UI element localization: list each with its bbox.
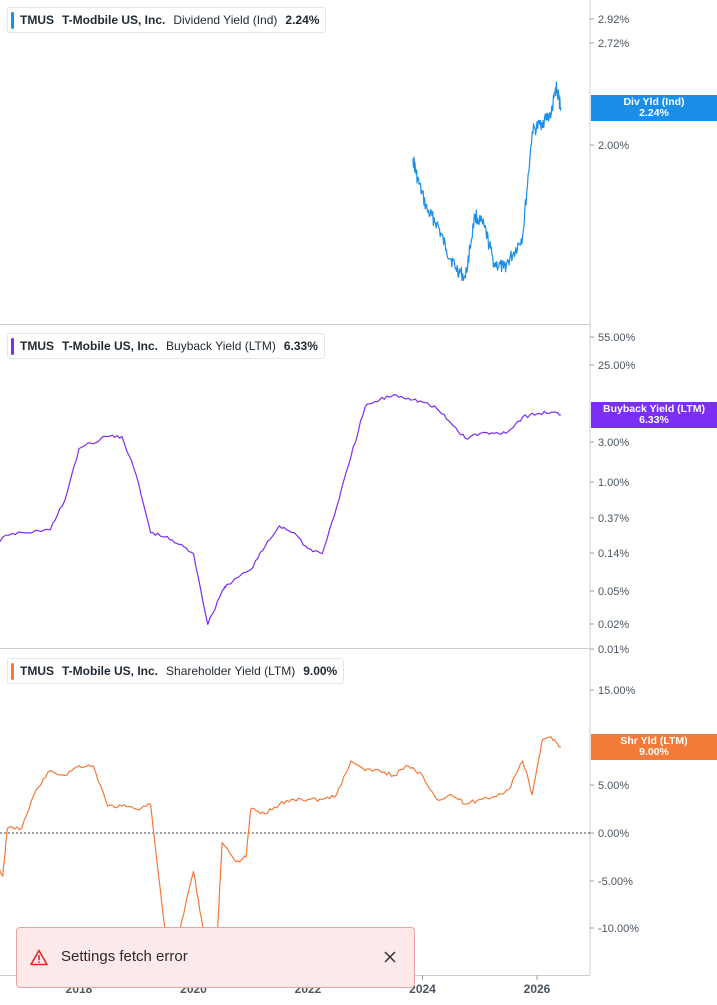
legend-company: T-Mobile US, Inc. bbox=[62, 664, 159, 678]
series-line-2 bbox=[0, 736, 562, 935]
badge-value: 2.24% bbox=[639, 107, 669, 119]
y-tick-label: 2.72% bbox=[598, 38, 629, 50]
y-tick-label: 1.00% bbox=[598, 477, 629, 489]
y-tick-label: 25.00% bbox=[598, 360, 636, 372]
legend-value: 2.24% bbox=[285, 13, 320, 27]
y-tick-label: 0.14% bbox=[598, 548, 629, 560]
buyback-value-badge: Buyback Yield (LTM) 6.33% bbox=[591, 402, 717, 428]
legend-value: 6.33% bbox=[283, 339, 318, 353]
legend-ticker: TMUS bbox=[20, 664, 54, 678]
badge-label: Buyback Yield (LTM) bbox=[603, 402, 705, 415]
y-tick-label: 3.00% bbox=[598, 437, 629, 449]
error-toast: Settings fetch error bbox=[16, 927, 415, 988]
badge-value: 6.33% bbox=[639, 414, 669, 426]
series-line-0 bbox=[412, 81, 562, 282]
y-tick-label: 0.02% bbox=[598, 619, 629, 631]
dividend-swatch bbox=[11, 12, 14, 29]
y-tick-label: 0.37% bbox=[598, 513, 629, 525]
y-tick-label: -5.00% bbox=[598, 876, 633, 888]
chart-frame bbox=[0, 0, 591, 976]
warning-icon bbox=[30, 949, 48, 971]
shareholder-swatch bbox=[11, 663, 14, 680]
legend-shareholder-yield: TMUS T-Mobile US, Inc. Shareholder Yield… bbox=[7, 658, 345, 684]
legend-value: 9.00% bbox=[303, 664, 338, 678]
y-tick-label: 0.01% bbox=[598, 644, 629, 656]
buyback-swatch bbox=[11, 338, 14, 355]
y-tick-label: 0.00% bbox=[598, 828, 629, 840]
legend-company: T-Mobile US, Inc. bbox=[62, 339, 159, 353]
series-line-1 bbox=[0, 394, 561, 625]
legend-dividend-yield: TMUS T-Modbile US, Inc. Dividend Yield (… bbox=[7, 7, 327, 33]
badge-label: Shr Yld (LTM) bbox=[620, 734, 688, 747]
legend-buyback-yield: TMUS T-Mobile US, Inc. Buyback Yield (LT… bbox=[7, 333, 325, 359]
shareholder-value-badge: Shr Yld (LTM) 9.00% bbox=[591, 734, 717, 760]
legend-ticker: TMUS bbox=[20, 13, 54, 27]
dividend-value-badge: Div Yld (Ind) 2.24% bbox=[591, 95, 717, 121]
y-axis-ticks: 2.92% 2.72% 2.00% 55.00% 25.00% 3.00% 1.00% 0.3… bbox=[590, 14, 639, 935]
legend-metric: Dividend Yield (Ind) bbox=[173, 13, 278, 27]
y-tick-label: 2.00% bbox=[598, 140, 629, 152]
legend-company: T-Modbile US, Inc. bbox=[62, 13, 166, 27]
badge-label: Div Yld (Ind) bbox=[623, 95, 685, 108]
y-tick-label: 2.92% bbox=[598, 14, 629, 26]
legend-ticker: TMUS bbox=[20, 339, 54, 353]
y-tick-label: 0.05% bbox=[598, 586, 629, 598]
toast-message: Settings fetch error bbox=[61, 948, 188, 965]
legend-metric: Shareholder Yield (LTM) bbox=[166, 664, 296, 678]
x-tick-label: 2026 bbox=[524, 982, 551, 996]
series-layer bbox=[0, 81, 562, 935]
y-tick-label: 5.00% bbox=[598, 780, 629, 792]
x-tick-label: 2024 bbox=[409, 982, 436, 996]
close-icon[interactable] bbox=[379, 946, 401, 968]
badge-value: 9.00% bbox=[639, 746, 669, 758]
y-tick-label: -10.00% bbox=[598, 923, 639, 935]
y-tick-label: 15.00% bbox=[598, 685, 636, 697]
legend-metric: Buyback Yield (LTM) bbox=[166, 339, 276, 353]
y-tick-label: 55.00% bbox=[598, 332, 636, 344]
